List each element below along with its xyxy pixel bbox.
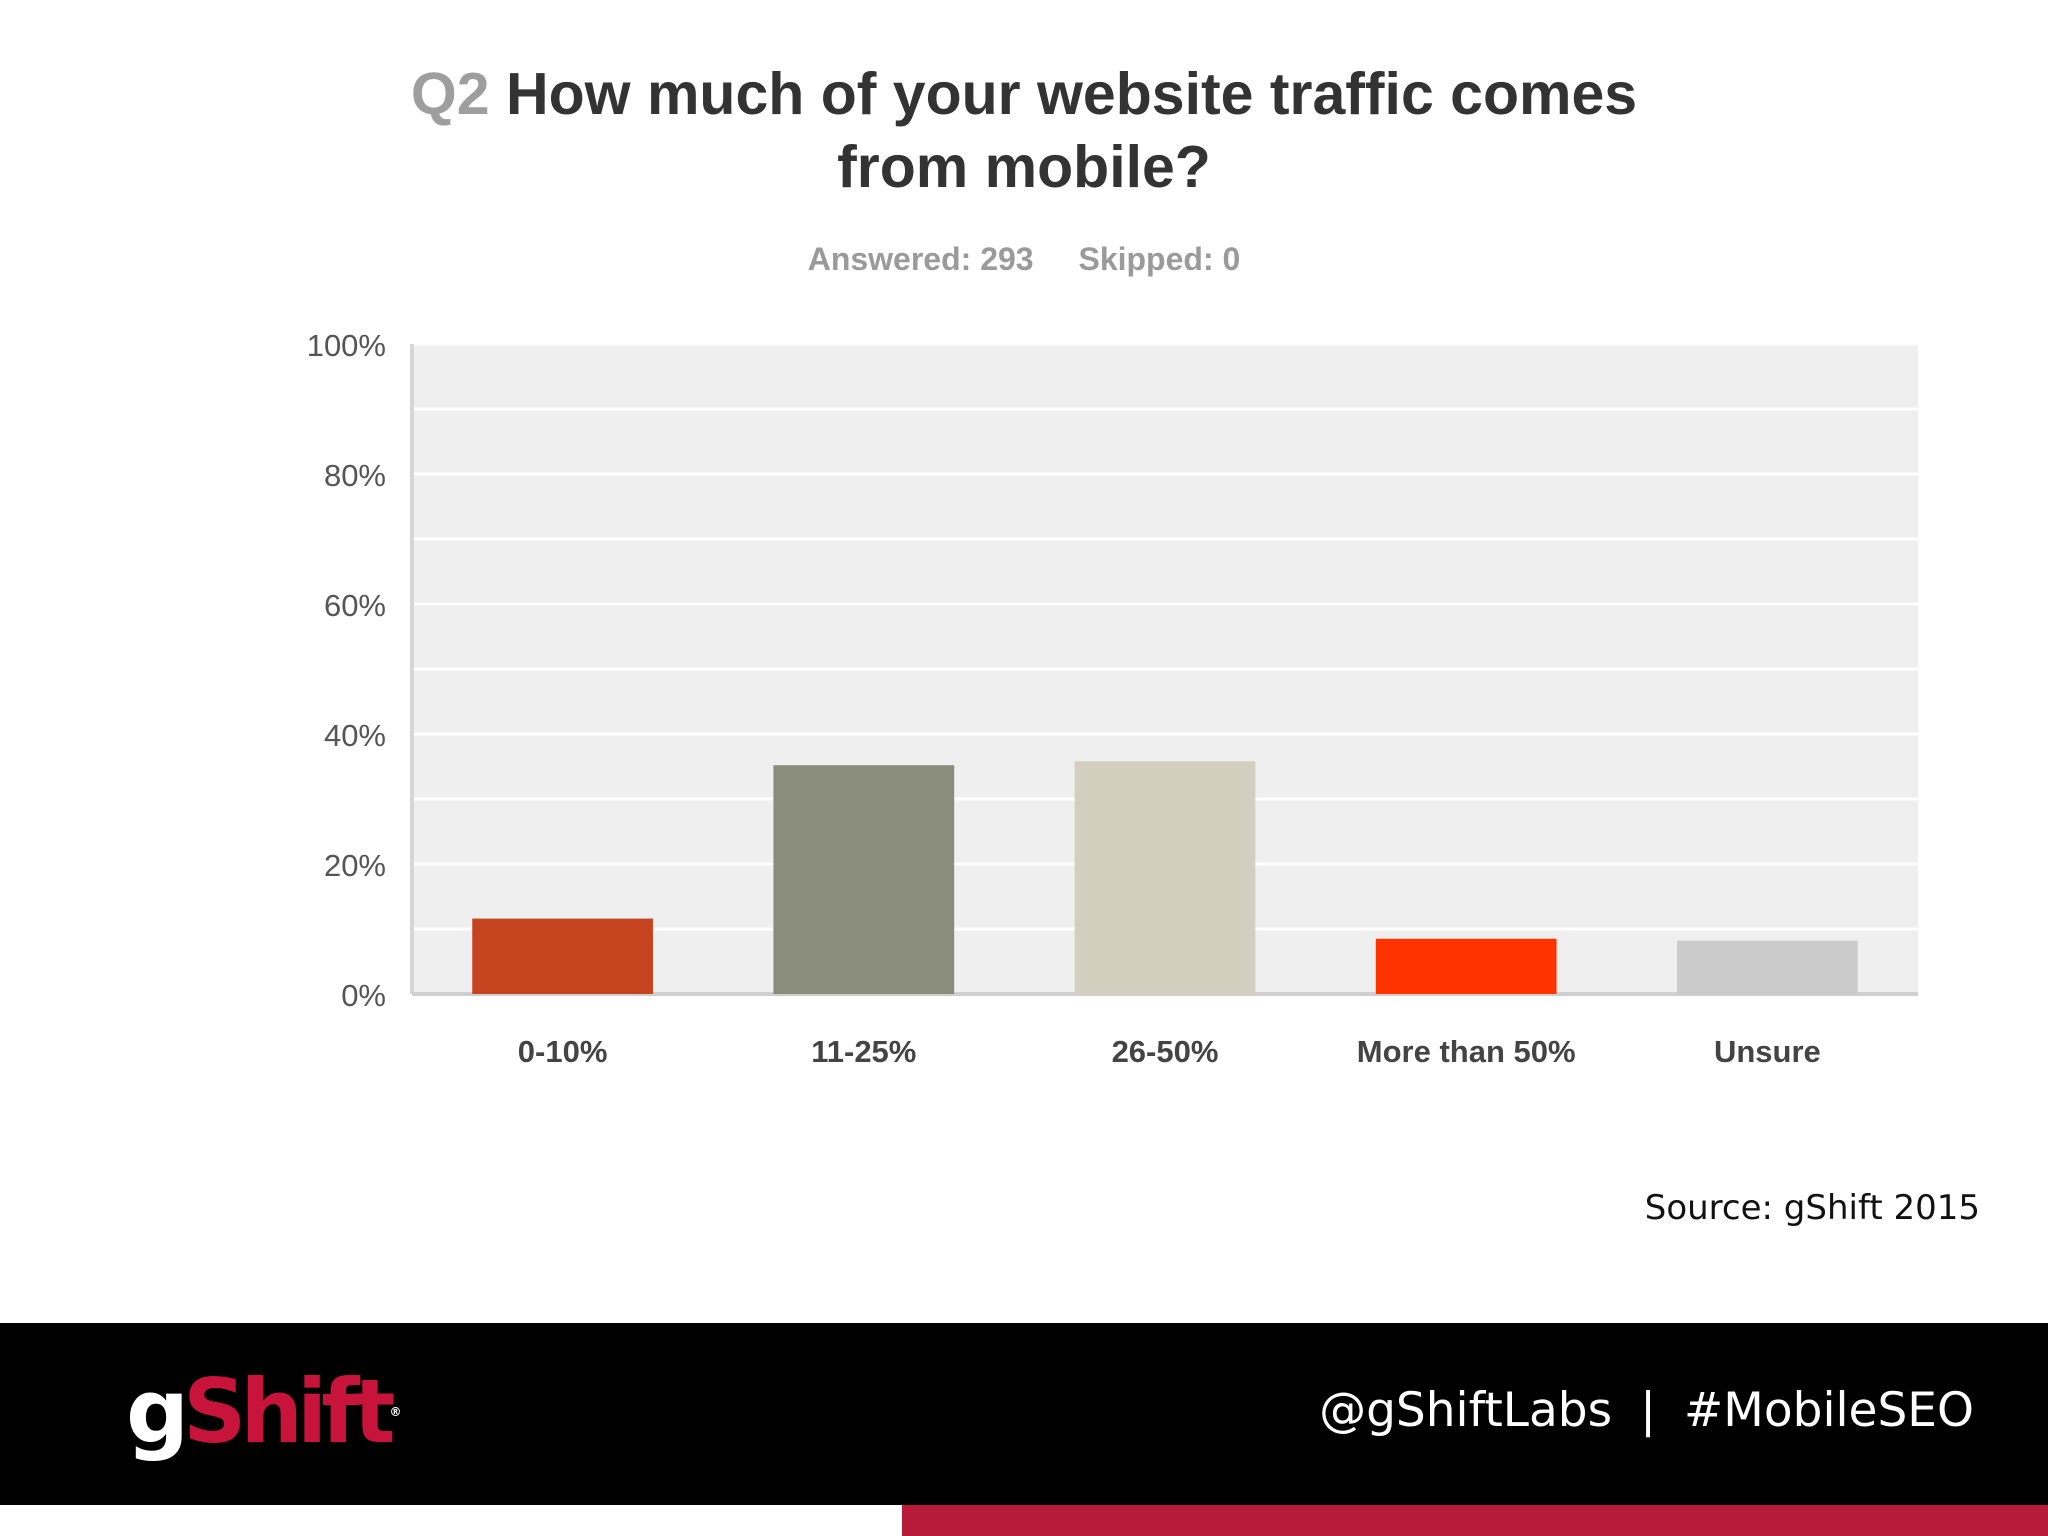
gshift-logo: gShift® xyxy=(126,1362,402,1462)
logo-g: g xyxy=(126,1360,189,1463)
x-tick-label: 11-25% xyxy=(811,1034,916,1069)
y-tick-label: 100% xyxy=(307,328,386,363)
social-handles: @gShiftLabs | #MobileSEO xyxy=(1319,1383,1974,1438)
bar xyxy=(1074,761,1256,994)
bar xyxy=(1677,940,1858,994)
twitter-handle: @gShiftLabs xyxy=(1319,1383,1613,1438)
bar xyxy=(1375,938,1557,994)
response-stats: Answered: 293 Skipped: 0 xyxy=(0,241,2048,278)
logo-registered-mark: ® xyxy=(389,1405,402,1419)
x-tick-label: More than 50% xyxy=(1357,1034,1576,1069)
footer-accent-stripe xyxy=(902,1505,2048,1536)
x-tick-label: 26-50% xyxy=(1112,1034,1219,1069)
title-line-1: How much of your website traffic comes xyxy=(506,61,1638,127)
y-tick-label: 60% xyxy=(324,588,386,623)
title-line-2: from mobile? xyxy=(837,134,1211,200)
y-tick-label: 20% xyxy=(324,848,386,883)
bar-chart: 0% 20% 40% 60% 80% 100% 0-10% 11-25% 26-50% More … xyxy=(307,328,1918,1069)
answered-count: Answered: 293 xyxy=(807,241,1034,277)
skipped-count: Skipped: 0 xyxy=(1078,241,1241,277)
y-tick-label: 40% xyxy=(324,718,386,753)
logo-shift: Shift xyxy=(183,1360,396,1463)
footer-gap xyxy=(0,1505,902,1536)
y-tick-label: 0% xyxy=(341,978,386,1013)
bar xyxy=(773,765,955,994)
question-number: Q2 xyxy=(410,61,490,127)
footer-bar xyxy=(0,1323,2048,1505)
handle-separator: | xyxy=(1640,1383,1656,1438)
bar xyxy=(472,918,653,994)
source-note: Source: gShift 2015 xyxy=(1644,1188,1980,1228)
chart-title: Q2 How much of your website traffic come… xyxy=(0,58,2048,204)
y-tick-label: 80% xyxy=(324,458,386,493)
hashtag: #MobileSEO xyxy=(1683,1383,1974,1438)
x-tick-label: Unsure xyxy=(1714,1034,1821,1069)
x-tick-label: 0-10% xyxy=(518,1034,608,1069)
